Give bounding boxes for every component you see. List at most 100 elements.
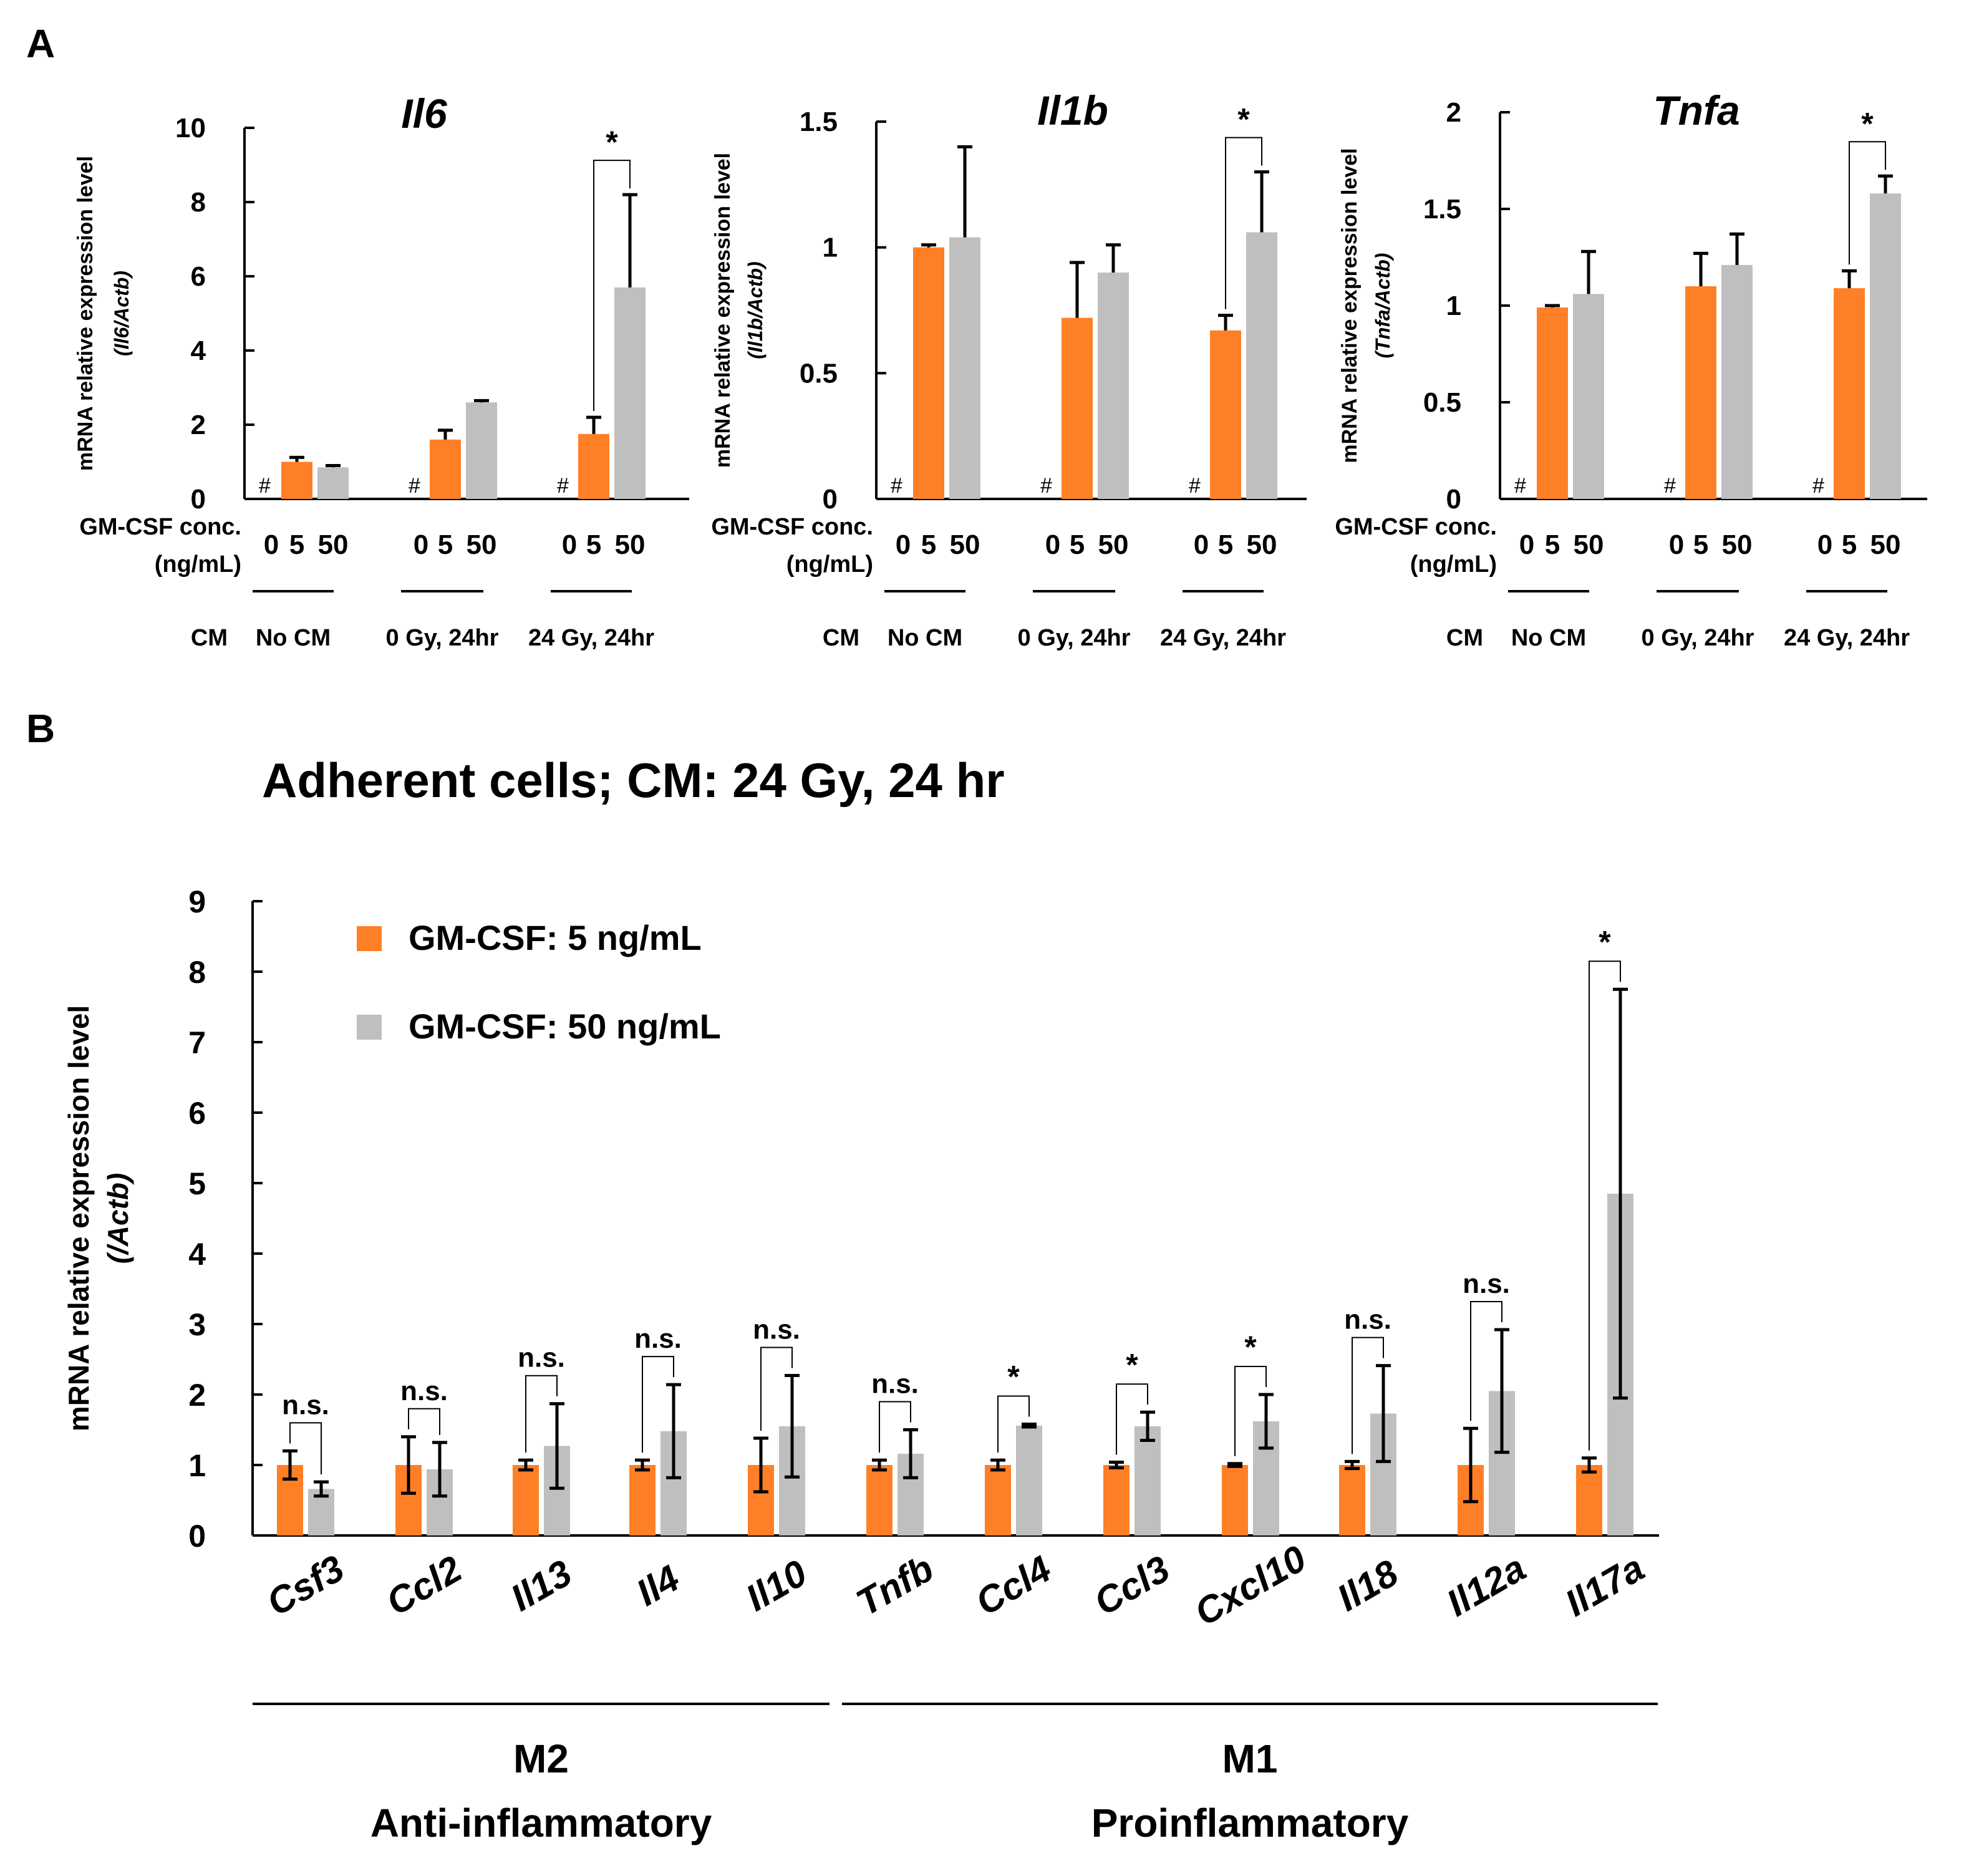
missing-marker: # <box>1514 474 1526 498</box>
y-tick-label: 6 <box>188 1096 206 1131</box>
significance-label: * <box>1007 1359 1020 1394</box>
bar <box>949 237 980 499</box>
dose-unit-label: (ng/mL) <box>786 551 873 578</box>
dose-tick-label: 5 <box>289 529 304 560</box>
group-subtitle: Anti-inflammatory <box>370 1801 712 1845</box>
significance-label: n.s. <box>400 1376 448 1406</box>
significance-label: n.s. <box>518 1343 565 1373</box>
dose-label: GM-CSF conc. <box>1335 514 1497 540</box>
cm-group-label: No CM <box>256 625 331 651</box>
y-tick-label: 8 <box>188 955 206 990</box>
dose-tick-label: 0 <box>1519 529 1534 560</box>
significance-bracket <box>997 1395 1030 1453</box>
dose-tick-label: 50 <box>615 529 646 560</box>
y-tick-label: 6 <box>191 261 206 292</box>
bar <box>1016 1425 1042 1535</box>
category-label: Il4 <box>629 1557 686 1614</box>
y-axis-unit-label: (/Actb) <box>102 1173 134 1264</box>
category-label: Il10 <box>739 1552 814 1619</box>
chart-title: Adherent cells; CM: 24 Gy, 24 hr <box>262 753 1005 808</box>
cm-group-label: 0 Gy, 24hr <box>1642 625 1754 651</box>
category-label: Il13 <box>504 1552 579 1619</box>
missing-marker: # <box>891 474 902 498</box>
y-tick-label: 0 <box>188 1519 206 1554</box>
significance-bracket <box>760 1347 793 1431</box>
missing-marker: # <box>1040 474 1052 498</box>
y-tick-label: 1 <box>823 233 838 263</box>
y-tick-label: 10 <box>175 113 206 143</box>
cm-label: CM <box>1446 625 1483 651</box>
y-tick-label: 1.5 <box>800 107 838 137</box>
y-tick-label: 1 <box>1446 291 1461 321</box>
significance-bracket <box>1234 1366 1267 1456</box>
bar <box>1870 193 1901 499</box>
y-tick-label: 1 <box>188 1448 206 1483</box>
legend-swatch <box>357 926 382 951</box>
bar <box>629 1465 656 1535</box>
y-tick-label: 0 <box>823 484 838 515</box>
bar <box>513 1465 539 1535</box>
category-label: Tnfb <box>849 1547 941 1624</box>
bar <box>913 247 944 499</box>
bar <box>866 1465 893 1535</box>
significance-bracket <box>1116 1383 1148 1455</box>
dose-tick-label: 0 <box>896 529 911 560</box>
bar <box>1062 317 1093 499</box>
significance-label: * <box>1861 106 1874 141</box>
missing-marker: # <box>409 474 420 498</box>
il6-chart: Il6 0 2 4 6 8 10 mRNA relative expression level… <box>74 90 689 651</box>
legend-label: GM-CSF: 50 ng/mL <box>409 1007 721 1046</box>
bar <box>317 467 349 499</box>
dose-tick-label: 0 <box>562 529 577 560</box>
cm-group-label: 24 Gy, 24hr <box>528 625 654 651</box>
group-name: M2 <box>513 1736 569 1781</box>
cm-group-label: No CM <box>888 625 962 651</box>
significance-bracket <box>289 1422 322 1475</box>
bar <box>1210 330 1241 499</box>
y-tick-label: 2 <box>1446 97 1461 128</box>
bar <box>1576 1465 1602 1535</box>
dose-unit-label: (ng/mL) <box>1410 551 1497 578</box>
group-name: M1 <box>1222 1736 1278 1781</box>
category-label: Ccl4 <box>969 1548 1058 1623</box>
chart-title: Il1b <box>1037 87 1108 133</box>
category-label: Il12a <box>1439 1547 1532 1625</box>
bar <box>466 402 497 499</box>
dose-tick-label: 5 <box>1545 529 1560 560</box>
significance-label: * <box>1237 102 1250 137</box>
category-label: Ccl2 <box>379 1548 468 1623</box>
cm-label: CM <box>823 625 859 651</box>
dose-tick-label: 0 <box>1045 529 1060 560</box>
significance-label: n.s. <box>1344 1305 1391 1335</box>
missing-marker: # <box>259 474 271 498</box>
category-label: Il18 <box>1330 1552 1406 1619</box>
cm-group-label: 0 Gy, 24hr <box>1018 625 1131 651</box>
il1b-chart: Il1b 0 0.5 1 1.5 mRNA relative expression lev… <box>711 87 1307 651</box>
bar <box>1537 307 1568 499</box>
cm-group-label: 24 Gy, 24hr <box>1160 625 1286 651</box>
bar <box>578 433 609 499</box>
panel-a-label: A <box>26 21 55 66</box>
dose-tick-label: 50 <box>1870 529 1901 560</box>
adherent-cells-chart: Adherent cells; CM: 24 Gy, 24 hr 0 1 2 3 4 5 6 7… <box>62 753 1659 1845</box>
y-axis-label: mRNA relative expression level <box>711 153 735 468</box>
dose-tick-label: 0 <box>1194 529 1209 560</box>
y-tick-label: 0 <box>191 484 206 515</box>
cm-group-label: 0 Gy, 24hr <box>386 625 499 651</box>
y-tick-label: 9 <box>188 884 206 919</box>
cm-group-label: 24 Gy, 24hr <box>1784 625 1910 651</box>
dose-tick-label: 5 <box>438 529 453 560</box>
bar <box>1685 286 1716 499</box>
y-tick-label: 7 <box>188 1025 206 1060</box>
y-tick-label: 0.5 <box>800 358 838 389</box>
chart-title: Il6 <box>401 90 448 137</box>
significance-bracket <box>525 1375 558 1453</box>
dose-tick-label: 5 <box>1693 529 1708 560</box>
legend-label: GM-CSF: 5 ng/mL <box>409 918 702 957</box>
dose-tick-label: 50 <box>950 529 980 560</box>
cm-group-label: No CM <box>1511 625 1586 651</box>
missing-marker: # <box>1189 474 1201 498</box>
significance-label: n.s. <box>1463 1269 1510 1299</box>
significance-label: * <box>1126 1347 1138 1382</box>
bar <box>1135 1426 1161 1535</box>
